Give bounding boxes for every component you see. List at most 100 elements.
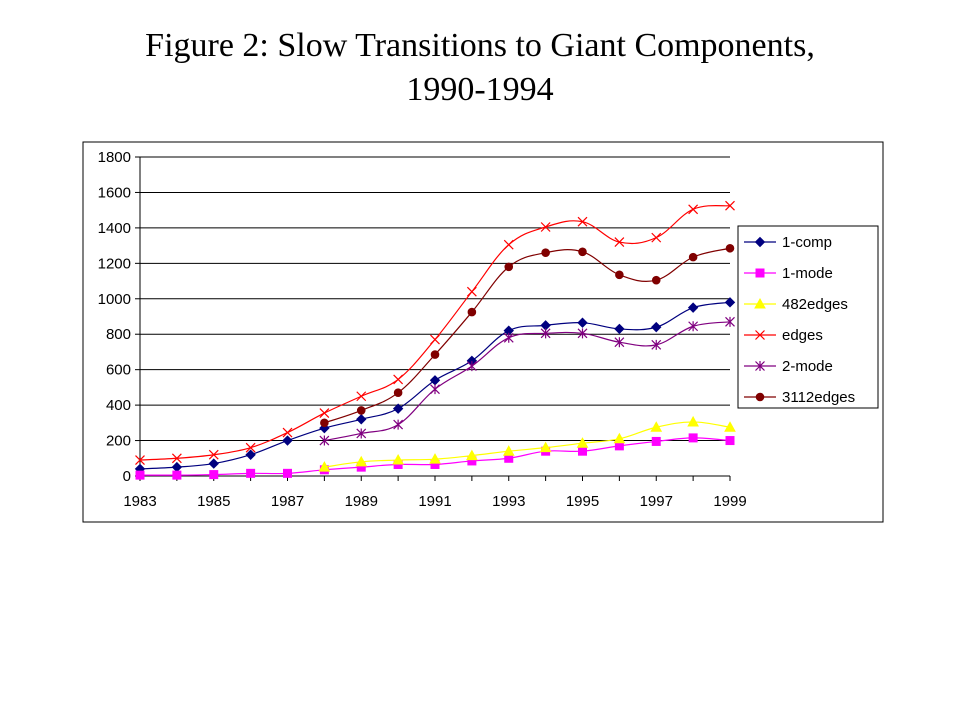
data-point-482edges bbox=[687, 415, 699, 427]
legend-marker bbox=[755, 268, 765, 278]
legend-label: 2-mode bbox=[782, 358, 833, 375]
data-point-1-mode bbox=[135, 470, 145, 480]
y-tick-label: 1800 bbox=[98, 149, 131, 166]
series-3112edges bbox=[320, 243, 735, 428]
data-point-edges bbox=[651, 232, 662, 243]
data-point-1-mode bbox=[725, 436, 735, 446]
legend-item-1-comp: 1-comp bbox=[744, 234, 832, 251]
x-tick-label: 1985 bbox=[197, 493, 230, 510]
data-point-edges bbox=[356, 391, 367, 402]
data-point-2-mode bbox=[466, 361, 477, 372]
data-point-1-comp bbox=[392, 403, 404, 414]
data-point-482edges bbox=[502, 445, 515, 456]
data-point-edges bbox=[725, 200, 735, 211]
legend-item-1-mode: 1-mode bbox=[744, 265, 833, 282]
data-point-482edges bbox=[355, 455, 368, 467]
legend-label: 1-mode bbox=[782, 265, 833, 282]
data-point-2-mode bbox=[577, 328, 588, 339]
legend: 1-comp 1-mode 482edges edges 2-mode 3112edges bbox=[737, 225, 879, 409]
data-point-2-mode bbox=[688, 321, 699, 332]
x-tick-label: 1991 bbox=[418, 493, 451, 510]
y-tick-label: 1200 bbox=[98, 255, 131, 272]
legend-marker bbox=[755, 330, 765, 340]
legend-marker bbox=[755, 361, 765, 371]
axes: 0 200 400 600 800 1000 1200 1400 1600 1800 1983 198… bbox=[98, 149, 747, 510]
slide-title: Figure 2: Slow Transitions to Giant Comp… bbox=[0, 24, 960, 112]
legend-marker bbox=[755, 392, 765, 402]
legend-item-2-mode: 2-mode bbox=[744, 358, 833, 375]
y-tick-label: 600 bbox=[106, 362, 131, 379]
y-tick-label: 400 bbox=[106, 397, 131, 414]
legend-label: edges bbox=[782, 327, 823, 344]
data-point-2-mode bbox=[393, 419, 404, 430]
data-point-1-mode bbox=[246, 468, 256, 478]
y-tick-label: 0 bbox=[123, 468, 131, 485]
series-2-mode bbox=[319, 316, 735, 446]
legend-marker bbox=[754, 297, 766, 309]
data-point-482edges bbox=[724, 421, 736, 432]
data-point-3112edges bbox=[725, 243, 735, 253]
legend-label: 3112edges bbox=[782, 389, 855, 406]
x-tick-label: 1983 bbox=[123, 493, 156, 510]
x-tick-label: 1995 bbox=[566, 493, 599, 510]
data-point-edges bbox=[540, 222, 551, 232]
y-tick-label: 800 bbox=[106, 326, 131, 343]
legend-item-482edges: 482edges bbox=[744, 296, 848, 313]
data-point-edges bbox=[245, 442, 256, 453]
data-point-3112edges bbox=[688, 252, 698, 262]
data-point-2-mode bbox=[540, 328, 551, 339]
data-point-3112edges bbox=[578, 247, 587, 257]
y-tick-label: 200 bbox=[106, 433, 131, 450]
data-point-3112edges bbox=[393, 388, 403, 398]
y-tick-label: 1000 bbox=[98, 291, 131, 308]
data-point-482edges bbox=[429, 453, 441, 464]
data-point-2-mode bbox=[319, 435, 330, 446]
legend-box bbox=[737, 225, 879, 409]
data-point-482edges bbox=[650, 421, 663, 432]
data-point-3112edges bbox=[356, 406, 366, 415]
series-482edges bbox=[318, 415, 736, 472]
data-point-1-comp bbox=[724, 297, 736, 308]
data-point-1-comp bbox=[245, 449, 256, 460]
data-point-3112edges bbox=[504, 262, 514, 272]
data-point-1-comp bbox=[577, 317, 588, 328]
data-point-edges bbox=[282, 427, 293, 438]
data-point-1-comp bbox=[687, 302, 699, 313]
data-point-edges bbox=[688, 204, 699, 215]
x-tick-label: 1997 bbox=[640, 493, 673, 510]
data-point-1-comp bbox=[282, 435, 293, 446]
data-point-edges bbox=[319, 408, 330, 419]
data-point-2-mode bbox=[614, 337, 625, 348]
gridlines bbox=[140, 156, 730, 442]
data-point-1-comp bbox=[208, 458, 219, 469]
data-point-3112edges bbox=[430, 350, 440, 359]
data-point-1-mode bbox=[651, 436, 661, 446]
data-point-edges bbox=[466, 286, 477, 297]
legend-item-3112edges: 3112edges bbox=[744, 389, 855, 406]
x-tick-label: 1989 bbox=[345, 493, 378, 510]
slide-title-line-1: Figure 2: Slow Transitions to Giant Comp… bbox=[145, 27, 815, 64]
series-edges bbox=[135, 200, 735, 465]
data-point-3112edges bbox=[651, 275, 661, 285]
data-point-2-mode bbox=[725, 316, 735, 327]
data-point-1-mode bbox=[172, 470, 182, 480]
data-point-482edges bbox=[392, 454, 404, 465]
data-point-482edges bbox=[539, 441, 552, 453]
legend-label: 1-comp bbox=[782, 234, 832, 251]
data-point-2-mode bbox=[651, 339, 662, 350]
data-point-edges bbox=[135, 455, 145, 465]
data-point-2-mode bbox=[356, 428, 367, 439]
data-point-1-mode bbox=[283, 468, 292, 478]
data-point-1-comp bbox=[356, 414, 367, 425]
data-point-edges bbox=[577, 216, 588, 227]
legend-item-edges: edges bbox=[744, 327, 823, 344]
data-point-1-comp bbox=[651, 321, 662, 333]
data-point-edges bbox=[430, 334, 440, 345]
legend-marker bbox=[754, 236, 766, 248]
data-point-482edges bbox=[466, 449, 478, 461]
series-group bbox=[134, 200, 736, 480]
data-point-3112edges bbox=[320, 418, 329, 428]
data-point-3112edges bbox=[615, 270, 624, 280]
y-tick-label: 1600 bbox=[98, 184, 131, 201]
data-point-482edges bbox=[576, 437, 589, 448]
